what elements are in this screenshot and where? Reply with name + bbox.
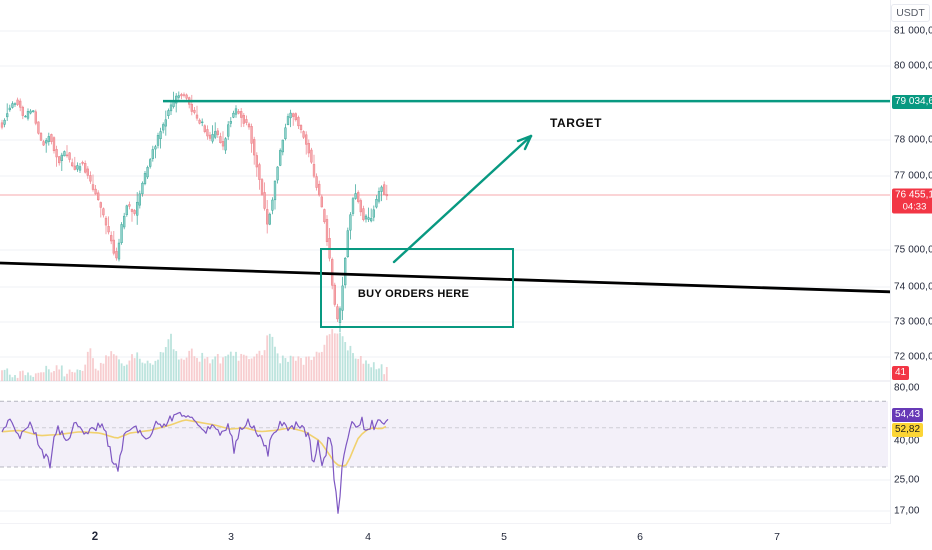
last-price-label: 76 455,1 04:33 [892, 188, 932, 214]
price-tick-label: 25,00 [894, 474, 920, 486]
time-tick-label: 5 [501, 531, 507, 543]
price-tick-label: 73 000,0 [894, 316, 932, 328]
price-tick-label: 77 000,0 [894, 170, 932, 182]
time-tick-label: 2 [91, 531, 99, 543]
volume-series [1, 329, 388, 381]
price-tick-label: 80 000,0 [894, 60, 932, 72]
time-axis[interactable]: 2 3 4 5 6 7 [0, 524, 932, 550]
time-tick-label: 7 [774, 531, 780, 543]
price-tick-label: 74 000,0 [894, 281, 932, 293]
price-tick-label: 72 000,0 [894, 351, 932, 363]
volume-value-label: 41 [892, 366, 910, 380]
price-tick-label: 75 000,0 [894, 244, 932, 256]
candlestick-series [0, 91, 388, 333]
price-tick-label: 78 000,0 [894, 134, 932, 146]
price-tick-label: 17,00 [894, 505, 920, 517]
target-arrow[interactable] [392, 134, 533, 264]
buy-zone-rectangle[interactable] [320, 248, 514, 328]
rsi-value-label: 54,43 [892, 408, 924, 422]
time-tick-label: 3 [228, 531, 234, 543]
price-axis[interactable]: 81 000,0 80 000,0 78 000,0 77 000,0 75 000,0… [890, 0, 932, 524]
price-tick-label: 80,00 [894, 382, 920, 394]
rsi-band [0, 400, 888, 468]
rsi-ma-line [1, 419, 387, 467]
target-label[interactable]: TARGET [549, 116, 603, 130]
trend-line[interactable] [0, 261, 896, 294]
price-tick-label: 81 000,0 [894, 25, 932, 37]
time-tick-label: 4 [365, 531, 371, 543]
quote-currency-label: USDT [891, 4, 930, 22]
price-tick-label: 40,00 [894, 435, 920, 447]
rsi-ma-value-label: 52,82 [892, 423, 924, 437]
rsi-line [1, 411, 389, 514]
buy-orders-label[interactable]: BUY ORDERS HERE [357, 288, 470, 300]
time-tick-label: 6 [637, 531, 643, 543]
resistance-price-label: 79 034,6 [892, 95, 932, 109]
